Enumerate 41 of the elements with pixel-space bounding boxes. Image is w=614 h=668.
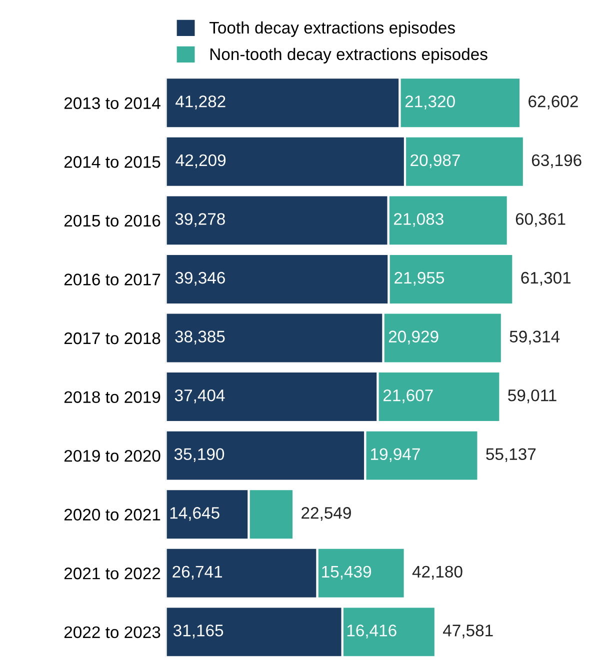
data-label: 38,385 [175,330,225,344]
y-tick-label: 2015 to 2016 [64,214,160,227]
data-label: 42,209 [176,154,226,168]
y-tick-label: 2021 to 2022 [64,568,160,580]
data-label: 20,987 [410,154,460,168]
total-label: 47,581 [442,624,493,638]
total-label: 42,180 [412,566,462,580]
data-label: 16,416 [347,624,396,638]
total-label: 55,137 [486,448,536,462]
y-tick-label: 2018 to 2019 [64,391,160,403]
data-label: 21,607 [384,389,433,404]
legend-label: Non-tooth decay extractions episodes [210,48,488,64]
data-label: 20,929 [388,330,438,344]
data-label: 39,346 [175,272,225,286]
y-tick-label: 2016 to 2017 [64,274,160,286]
data-label: 15,439 [322,566,372,580]
data-label: 35,190 [174,448,224,462]
y-tick-label: 2017 to 2018 [64,332,160,344]
total-label: 22,549 [302,507,351,521]
total-label: 59,314 [510,330,560,344]
data-label: 37,404 [174,389,225,404]
data-label: 31,165 [173,624,224,638]
y-tick-label: 2013 to 2014 [64,97,160,110]
y-tick-label: 2020 to 2021 [64,508,160,521]
data-label: 21,955 [394,272,444,286]
total-label: 62,602 [528,96,578,110]
y-tick-label: 2019 to 2020 [64,450,160,462]
data-label: 19,947 [371,448,420,462]
total-label: 61,301 [521,272,571,286]
total-label: 59,011 [508,389,556,404]
y-tick-label: 2022 to 2023 [64,626,160,638]
data-label: 41,282 [176,96,226,110]
total-label: 63,196 [532,154,582,168]
data-label: 26,741 [172,566,222,580]
y-tick-label: 2014 to 2015 [64,156,160,168]
data-label: 21,320 [405,96,455,110]
data-label: 39,278 [175,213,225,227]
data-label: 21,083 [394,213,444,227]
total-label: 60,361 [516,213,566,227]
data-label: 14,645 [170,507,220,521]
legend-label: Tooth decay extractions episodes [209,21,455,37]
